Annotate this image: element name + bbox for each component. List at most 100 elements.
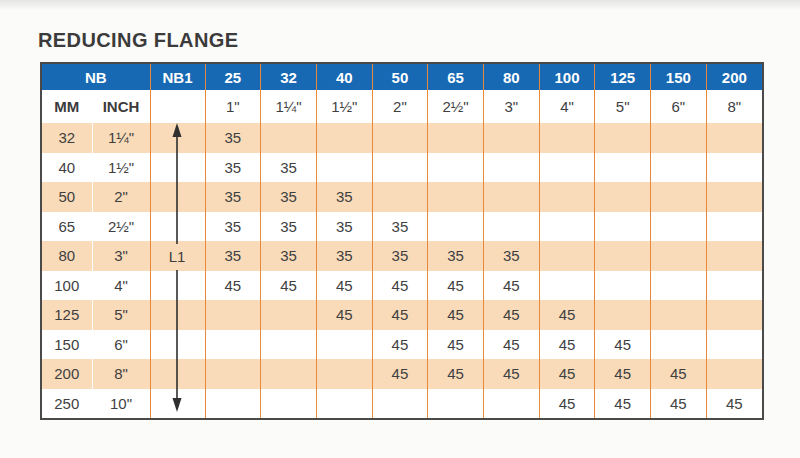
l1-value-cell: 45: [483, 330, 539, 360]
l1-value-cell: [706, 300, 762, 330]
inch-column-header: 2½": [428, 90, 484, 123]
l1-value-cell: 35: [316, 241, 372, 271]
nb1-empty-cell: [150, 90, 205, 123]
nb1-cell: [150, 359, 205, 389]
inch-column-header: 3": [483, 90, 539, 123]
nb-mm-cell: 125: [42, 300, 92, 330]
l1-value-cell: 45: [428, 271, 484, 301]
l1-value-cell: 45: [595, 330, 651, 360]
l1-value-cell: [261, 359, 317, 389]
l1-value-cell: 45: [483, 359, 539, 389]
l1-value-cell: 45: [261, 271, 317, 301]
l1-value-cell: 45: [428, 300, 484, 330]
l1-value-cell: [651, 153, 707, 183]
l1-value-cell: [706, 241, 762, 271]
l1-value-cell: [706, 212, 762, 242]
table-row: 25010"45454545: [42, 389, 762, 419]
l1-value-cell: [316, 359, 372, 389]
flange-size-table: NB NB1 253240506580100125150200 MM INCH …: [42, 64, 762, 418]
l1-value-cell: 35: [205, 153, 261, 183]
l1-value-cell: 45: [539, 359, 595, 389]
nb1-cell: [150, 241, 205, 271]
l1-value-cell: 45: [651, 359, 707, 389]
nb-column-header: 80: [483, 64, 539, 90]
nb-column-header: 200: [706, 64, 762, 90]
inch-column-header: 6": [651, 90, 707, 123]
table-row: 502"353535: [42, 182, 762, 212]
l1-value-cell: 45: [483, 300, 539, 330]
nb-inch-cell: 2½": [92, 212, 150, 242]
nb1-cell: [150, 182, 205, 212]
nb-mm-cell: 150: [42, 330, 92, 360]
nb-inch-cell: 1½": [92, 153, 150, 183]
l1-value-cell: 45: [539, 330, 595, 360]
l1-value-cell: [428, 389, 484, 419]
mm-header-cell: MM: [42, 90, 92, 123]
l1-value-cell: [428, 123, 484, 153]
l1-value-cell: [706, 271, 762, 301]
nb-mm-cell: 32: [42, 123, 92, 153]
inch-column-header: 1": [205, 90, 261, 123]
l1-value-cell: 45: [651, 389, 707, 419]
nb-header-row: NB NB1 253240506580100125150200: [42, 64, 762, 90]
l1-value-cell: [372, 123, 428, 153]
l1-value-cell: [261, 300, 317, 330]
l1-value-cell: [428, 182, 484, 212]
inch-column-header: 5": [595, 90, 651, 123]
l1-value-cell: [651, 123, 707, 153]
l1-value-cell: 45: [372, 330, 428, 360]
l1-value-cell: 45: [316, 300, 372, 330]
l1-value-cell: [372, 389, 428, 419]
nb1-header-cell: NB1: [150, 64, 205, 90]
l1-value-cell: [483, 123, 539, 153]
l1-value-cell: [316, 123, 372, 153]
l1-value-cell: [595, 182, 651, 212]
page-title: REDUCING FLANGE: [38, 29, 238, 52]
nb-mm-cell: 200: [42, 359, 92, 389]
l1-value-cell: [651, 212, 707, 242]
nb1-cell: [150, 389, 205, 419]
inch-column-header: 1½": [316, 90, 372, 123]
l1-value-cell: [261, 330, 317, 360]
l1-value-cell: 45: [595, 389, 651, 419]
table-row: 652½"35353535: [42, 212, 762, 242]
l1-value-cell: [483, 182, 539, 212]
l1-value-cell: [706, 153, 762, 183]
l1-value-cell: [651, 241, 707, 271]
table-row: 1004"454545454545: [42, 271, 762, 301]
nb-column-header: 125: [595, 64, 651, 90]
nb-header-cell: NB: [42, 64, 150, 90]
l1-value-cell: 45: [483, 271, 539, 301]
nb1-cell: [150, 300, 205, 330]
l1-value-cell: 35: [261, 153, 317, 183]
l1-value-cell: [651, 271, 707, 301]
nb-inch-cell: 2": [92, 182, 150, 212]
l1-value-cell: [316, 153, 372, 183]
l1-value-cell: 35: [372, 212, 428, 242]
nb-column-header: 50: [372, 64, 428, 90]
nb-column-header: 65: [428, 64, 484, 90]
l1-value-cell: 45: [595, 359, 651, 389]
nb-column-header: 150: [651, 64, 707, 90]
nb-inch-cell: 3": [92, 241, 150, 271]
nb-column-header: 32: [261, 64, 317, 90]
l1-value-cell: [651, 330, 707, 360]
l1-value-cell: [539, 153, 595, 183]
l1-value-cell: [595, 241, 651, 271]
inch-column-header: 1¼": [261, 90, 317, 123]
nb-mm-cell: 80: [42, 241, 92, 271]
nb-mm-cell: 50: [42, 182, 92, 212]
l1-value-cell: [706, 330, 762, 360]
nb1-cell: [150, 212, 205, 242]
l1-value-cell: [205, 359, 261, 389]
l1-value-cell: 45: [372, 300, 428, 330]
l1-value-cell: 45: [372, 359, 428, 389]
l1-value-cell: 35: [205, 241, 261, 271]
reducing-flange-table: NB NB1 253240506580100125150200 MM INCH …: [40, 62, 764, 420]
inch-column-header: 4": [539, 90, 595, 123]
nb-mm-cell: 100: [42, 271, 92, 301]
nb-inch-cell: 6": [92, 330, 150, 360]
l1-value-cell: [595, 300, 651, 330]
l1-value-cell: [595, 123, 651, 153]
inch-column-header: 8": [706, 90, 762, 123]
